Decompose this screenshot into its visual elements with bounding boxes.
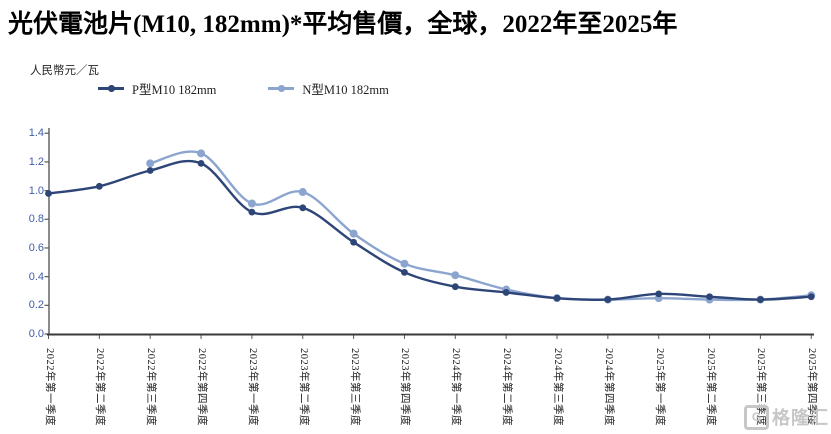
chart-legend: P型M10 182mm N型M10 182mm	[98, 79, 389, 98]
data-point-p-type	[45, 190, 52, 197]
legend-item-n-type: N型M10 182mm	[268, 79, 389, 98]
y-axis-tick-label: 0.6	[28, 241, 44, 254]
data-point-n-type	[451, 271, 460, 280]
x-axis-tick-label: 2025年第二季度	[704, 348, 716, 426]
page-title: 光伏電池片(M10, 182mm)*平均售價，全球，2022年至2025年	[8, 11, 678, 38]
data-point-p-type	[757, 296, 764, 303]
x-axis-tick-label: 2023年第三季度	[348, 348, 360, 426]
series-line-p-type	[47, 159, 813, 302]
data-point-p-type	[553, 294, 561, 302]
data-point-p-type	[248, 208, 256, 216]
x-axis-tick-label: 2023年第四季度	[399, 348, 411, 426]
y-axis-tick-label: 0.8	[28, 213, 44, 226]
x-axis-tick-label: 2022年第四季度	[196, 348, 208, 426]
data-point-p-type	[146, 167, 154, 174]
data-point-n-type	[349, 229, 358, 238]
x-axis-tick-label: 2022年第一季度	[43, 348, 55, 426]
y-axis-tick-label: 1.0	[28, 184, 44, 197]
x-axis-tick-label: 2025年第一季度	[653, 348, 665, 426]
data-point-p-type	[807, 293, 815, 301]
x-axis-tick-label: 2024年第一季度	[450, 348, 462, 426]
data-point-n-type	[400, 259, 409, 268]
series-line-n-type	[149, 150, 813, 302]
data-point-n-type	[298, 188, 307, 197]
legend-label-n-type: N型M10 182mm	[302, 83, 389, 97]
x-axis-tick-label: 2023年第一季度	[246, 348, 258, 426]
y-axis-tick-label: 1.2	[28, 155, 44, 168]
legend-item-p-type: P型M10 182mm	[98, 79, 216, 98]
x-axis-tick-label: 2022年第三季度	[145, 348, 157, 426]
n-series-marker-icon	[268, 84, 295, 93]
data-point-p-type	[706, 293, 713, 301]
x-axis-tick-label: 2022年第二季度	[94, 348, 106, 426]
data-point-p-type	[502, 289, 510, 296]
x-axis-tick-label: 2024年第二季度	[501, 348, 513, 426]
data-point-n-type	[197, 149, 206, 158]
gelonghui-logo-icon: G	[744, 404, 769, 430]
data-point-p-type	[197, 159, 205, 167]
y-axis-tick-label: 1.4	[28, 127, 44, 140]
data-point-n-type	[247, 199, 256, 208]
y-axis-tick-label: 0.4	[28, 270, 44, 283]
data-point-p-type	[604, 296, 612, 303]
y-axis-tick-label: 0.0	[28, 328, 44, 340]
legend-label-p-type: P型M10 182mm	[132, 83, 217, 97]
data-point-p-type	[95, 182, 103, 190]
data-point-p-type	[401, 268, 408, 276]
watermark-text: 格隆汇	[772, 408, 829, 428]
data-point-n-type	[146, 159, 155, 168]
watermark: G 格隆汇	[744, 404, 829, 430]
data-point-p-type	[350, 238, 357, 246]
data-point-p-type	[299, 204, 307, 212]
x-axis-tick-label: 2024年第三季度	[552, 348, 563, 426]
data-point-p-type	[451, 283, 459, 291]
data-point-p-type	[655, 290, 663, 298]
x-axis-tick-label: 2024年第四季度	[602, 348, 614, 426]
x-axis-tick-label: 2023年第二季度	[297, 348, 309, 426]
p-series-marker-icon	[98, 84, 124, 93]
y-axis-tick-label: 0.2	[28, 299, 44, 312]
y-axis-unit-label: 人民幣元／瓦	[30, 65, 99, 77]
